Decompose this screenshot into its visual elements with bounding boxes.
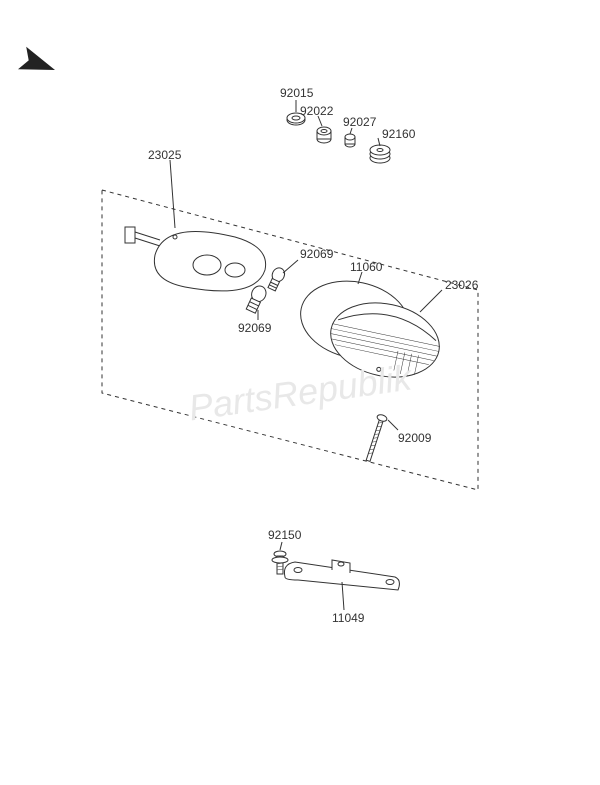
label-92069-a: 92069: [300, 247, 333, 261]
label-92009: 92009: [398, 431, 431, 445]
part-screw: [363, 414, 387, 463]
part-bulb-2: [244, 284, 268, 314]
label-92069-b: 92069: [238, 321, 271, 335]
label-11049: 11049: [332, 611, 364, 625]
parts-diagram: PartsRepublik 92015 92022 23025 92027 92…: [0, 0, 600, 785]
part-spacer: [345, 134, 355, 147]
label-92160: 92160: [382, 127, 415, 141]
part-lamp-body: [125, 227, 266, 291]
arrow-icon: [18, 47, 59, 82]
label-23025: 23025: [148, 148, 181, 162]
label-92027: 92027: [343, 115, 376, 129]
part-collar: [317, 127, 331, 143]
label-92015: 92015: [280, 86, 313, 100]
label-92150: 92150: [268, 528, 301, 542]
part-lens: [324, 293, 447, 386]
label-11060: 11060: [350, 260, 382, 274]
part-damper: [370, 145, 390, 163]
label-92022: 92022: [300, 104, 333, 118]
label-23026: 23026: [445, 278, 478, 292]
part-bulb-1: [266, 266, 287, 292]
